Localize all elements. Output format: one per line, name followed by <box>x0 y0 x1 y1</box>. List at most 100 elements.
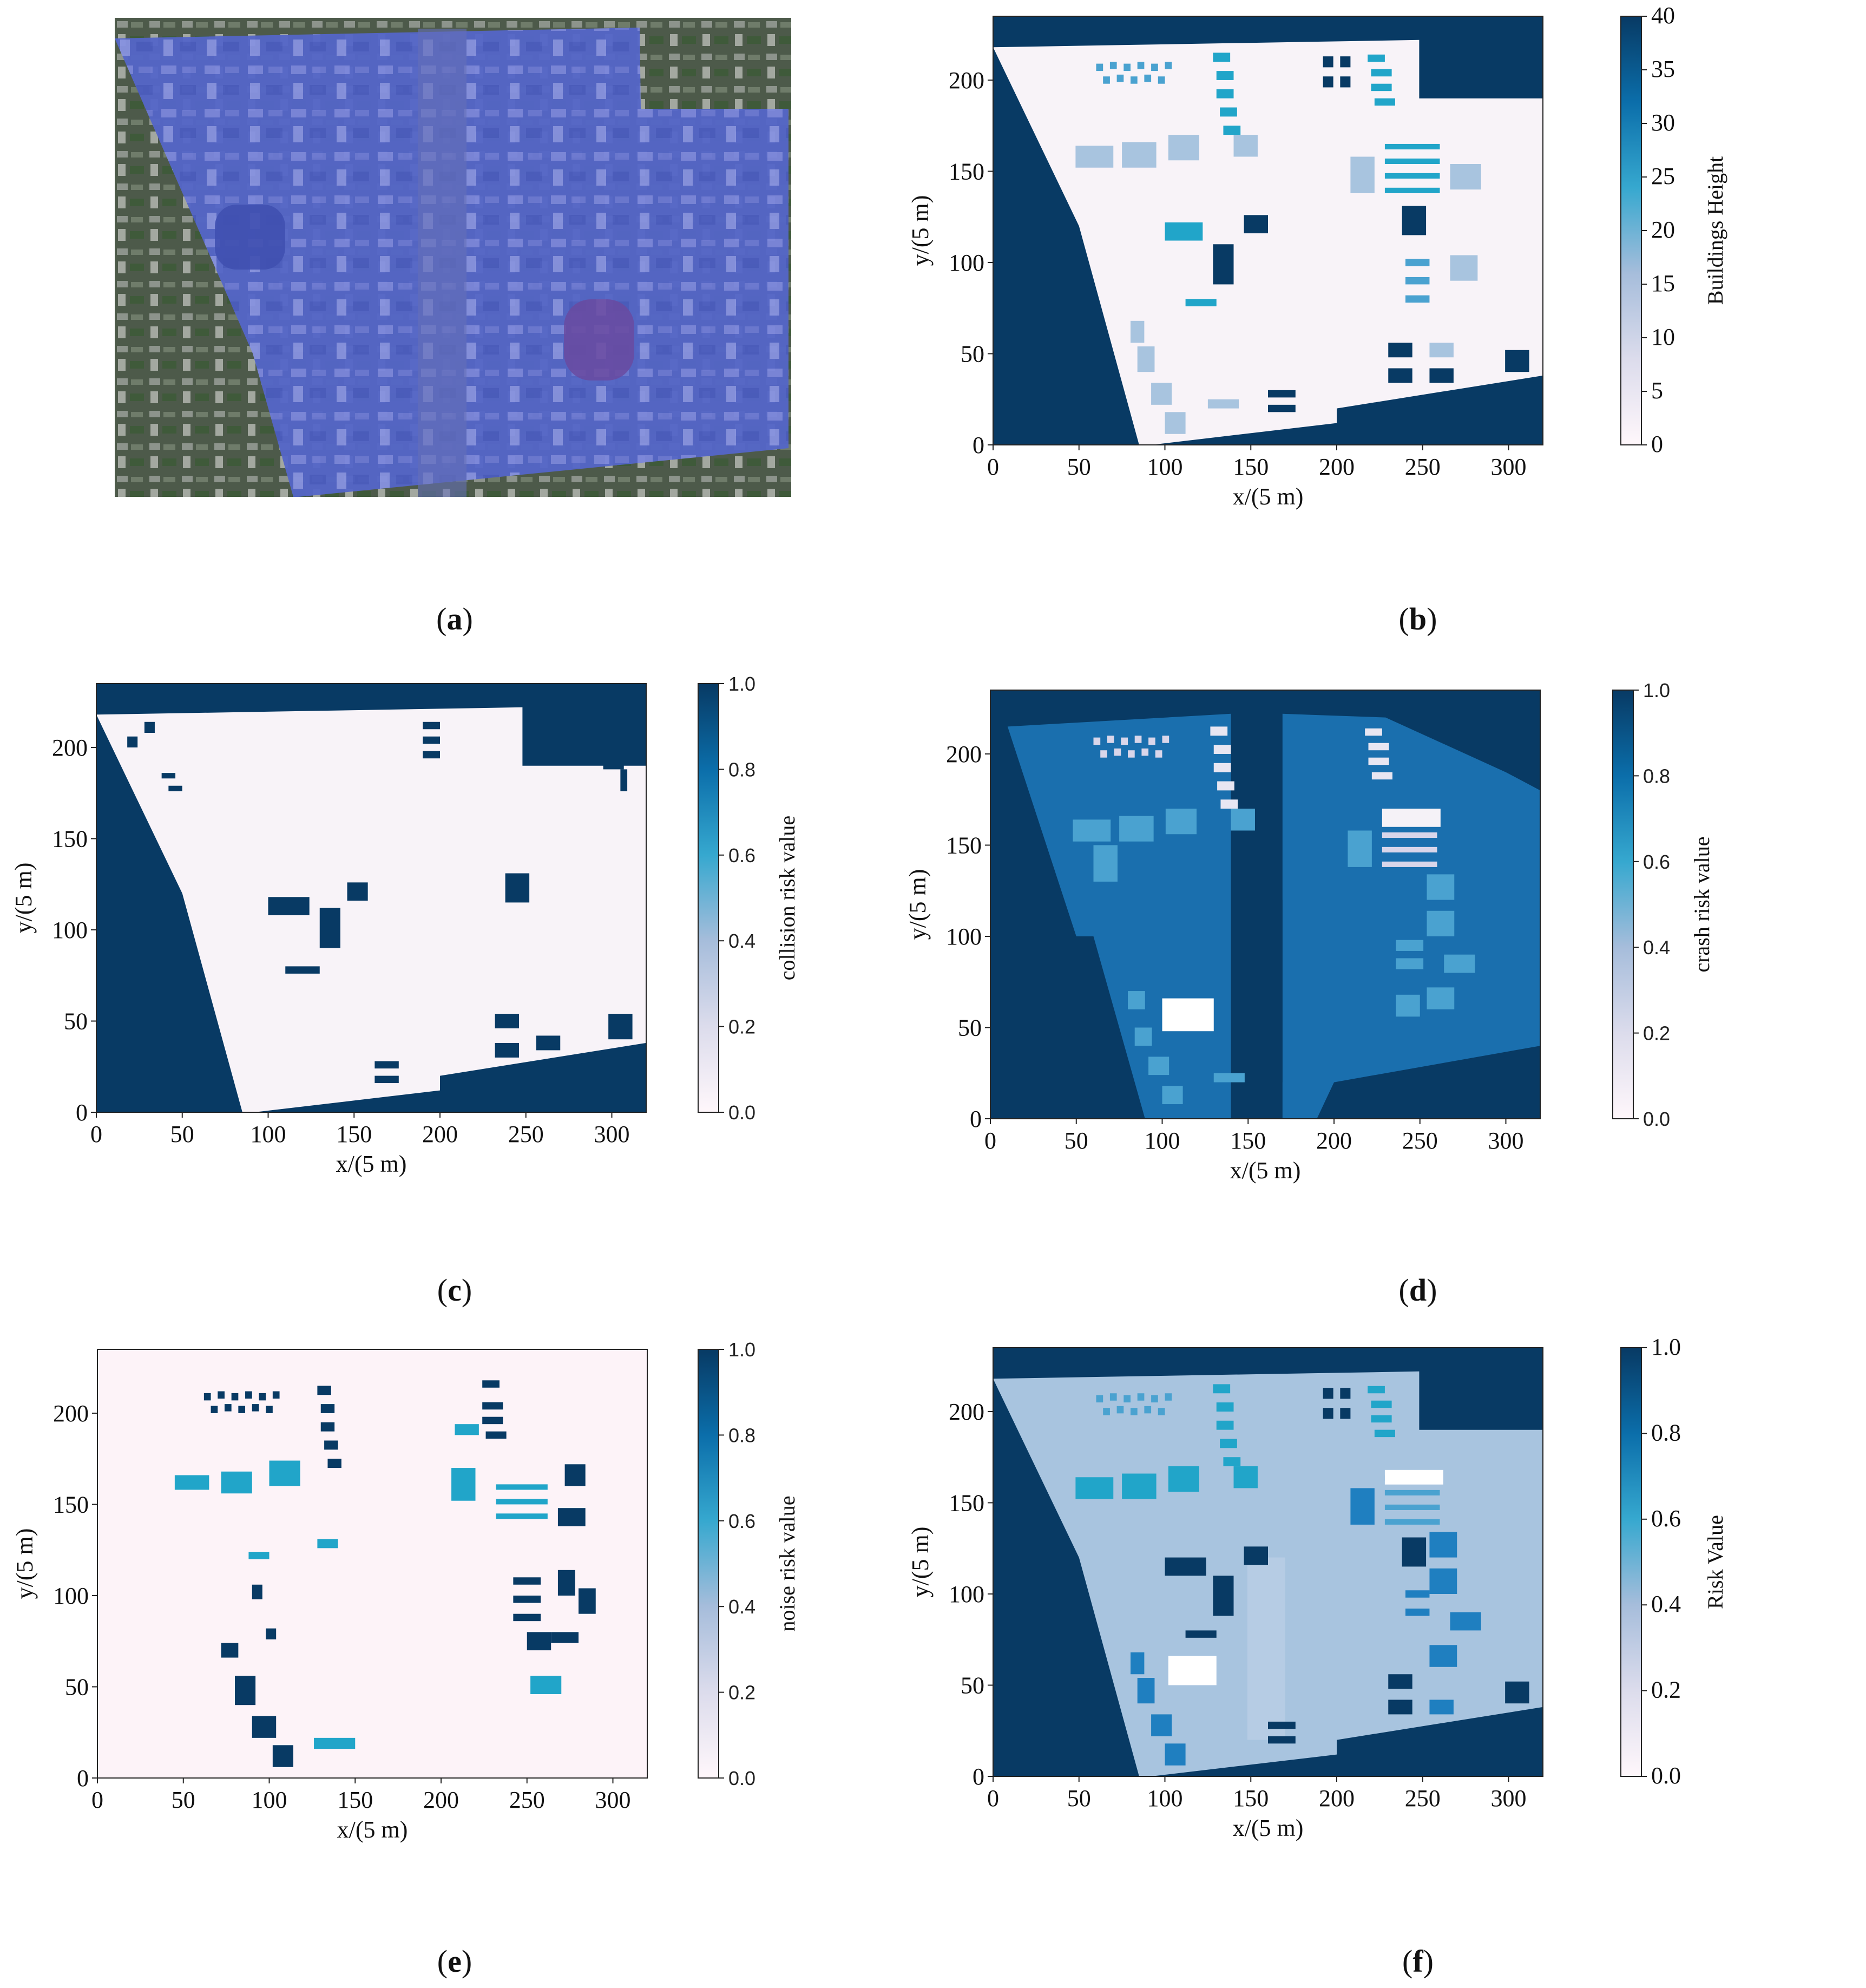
building <box>451 1468 476 1501</box>
colorbar-tick-label: 40 <box>1651 2 1675 29</box>
road <box>1248 1082 1279 1119</box>
building <box>317 1539 338 1549</box>
heatmap-f <box>993 1348 1543 1776</box>
y-tick-label: 0 <box>970 1106 982 1132</box>
building <box>1073 819 1111 842</box>
building <box>1075 1477 1114 1499</box>
building <box>1340 56 1351 68</box>
x-tick-label: 50 <box>1067 1785 1091 1812</box>
building <box>314 1737 356 1749</box>
x-tick-label: 150 <box>1230 1127 1266 1154</box>
building <box>620 769 628 791</box>
plot-frame <box>993 1347 1543 1777</box>
building <box>1213 1576 1234 1616</box>
building <box>1231 809 1255 831</box>
building <box>482 1380 500 1388</box>
y-tick-label: 100 <box>949 250 984 276</box>
building <box>1384 1490 1440 1495</box>
building <box>1405 1590 1430 1598</box>
building <box>1220 799 1238 809</box>
building <box>1213 745 1231 754</box>
x-tick-label: 150 <box>1233 454 1269 480</box>
building <box>238 1406 246 1413</box>
y-tick-label: 150 <box>946 832 982 858</box>
building <box>1371 69 1392 77</box>
building <box>1368 757 1389 765</box>
caption-d: (d) <box>1398 1272 1437 1308</box>
y-tick-label: 200 <box>949 1399 984 1425</box>
building <box>1382 832 1437 838</box>
x-axis-label: x/(5 m) <box>1230 1157 1301 1184</box>
y-tick-label: 200 <box>52 734 88 761</box>
colorbar-tick-label: 25 <box>1651 163 1675 189</box>
building <box>272 1391 280 1399</box>
building <box>1396 958 1424 969</box>
building <box>603 762 624 770</box>
building <box>144 721 155 733</box>
building <box>1374 98 1395 106</box>
caption-b: (b) <box>1398 601 1437 637</box>
plot-frame <box>990 690 1541 1119</box>
building <box>1213 1073 1245 1082</box>
x-tick-label: 100 <box>252 1787 287 1813</box>
road <box>1244 900 1283 1082</box>
building <box>1122 142 1157 168</box>
building <box>505 873 530 903</box>
colorbar-tick-label: 0.4 <box>1651 1591 1681 1617</box>
colorbar-tick-label: 20 <box>1651 216 1675 243</box>
x-axis-label: x/(5 m) <box>1233 483 1304 510</box>
y-tick-label: 150 <box>949 158 984 185</box>
building <box>1382 861 1437 867</box>
building <box>1371 1415 1392 1423</box>
building <box>1141 748 1149 756</box>
x-tick-label: 0 <box>987 454 999 480</box>
x-tick-label: 0 <box>91 1787 103 1813</box>
bright-zone <box>1168 1656 1217 1685</box>
x-tick-label: 300 <box>1488 1127 1524 1154</box>
building <box>245 1391 252 1399</box>
building <box>1137 62 1145 69</box>
panel-a <box>115 18 791 497</box>
building <box>1371 772 1392 780</box>
building <box>455 1424 479 1435</box>
building <box>1384 173 1440 179</box>
building <box>1223 126 1241 135</box>
campus-region <box>96 707 646 1112</box>
building <box>1268 390 1296 398</box>
heatmap-c <box>96 684 646 1112</box>
building <box>127 736 138 747</box>
colorbar-tick-label: 0.6 <box>1651 1505 1681 1532</box>
x-tick-label: 200 <box>1319 1785 1355 1812</box>
building <box>1268 404 1296 412</box>
x-tick-label: 300 <box>1491 454 1527 480</box>
x-tick-label: 150 <box>337 1787 373 1813</box>
y-tick-label: 0 <box>77 1765 89 1792</box>
building <box>1165 809 1197 835</box>
building <box>423 721 440 730</box>
colorbar-tick-label: 0.4 <box>1643 936 1670 959</box>
building <box>1185 299 1217 306</box>
building <box>1223 1457 1241 1467</box>
building <box>1151 1714 1172 1736</box>
building <box>1382 847 1437 852</box>
building <box>320 1404 335 1413</box>
building <box>1427 910 1455 936</box>
building <box>513 1613 541 1622</box>
x-axis-label: x/(5 m) <box>336 1151 407 1177</box>
building <box>1096 63 1103 71</box>
building <box>1213 763 1231 772</box>
building <box>1340 1408 1351 1419</box>
building <box>1217 781 1234 791</box>
building <box>513 1595 541 1603</box>
building <box>1323 1408 1333 1419</box>
building <box>1144 1406 1152 1414</box>
building <box>1323 56 1333 68</box>
building <box>1165 222 1203 241</box>
x-tick-label: 300 <box>1491 1785 1527 1812</box>
building <box>564 1464 586 1486</box>
building <box>495 1014 520 1028</box>
building <box>1368 54 1385 62</box>
building <box>259 1393 266 1401</box>
y-tick-label: 200 <box>946 741 982 767</box>
